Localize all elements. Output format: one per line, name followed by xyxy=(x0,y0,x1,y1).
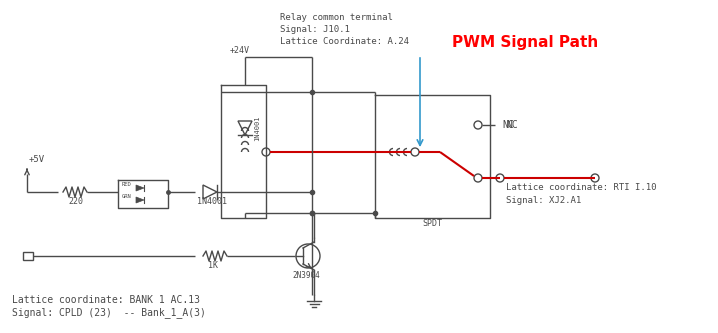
Text: Signal: CPLD (23)  -- Bank_1_A(3): Signal: CPLD (23) -- Bank_1_A(3) xyxy=(12,307,206,318)
Text: GRN: GRN xyxy=(122,194,131,199)
Bar xyxy=(23,252,33,260)
Text: NC: NC xyxy=(502,120,514,130)
Polygon shape xyxy=(136,197,144,203)
Text: +24V: +24V xyxy=(230,46,250,55)
Text: PWM Signal Path: PWM Signal Path xyxy=(452,36,598,51)
Text: Signal: XJ2.A1: Signal: XJ2.A1 xyxy=(506,196,582,205)
Text: Lattice Coordinate: A.24: Lattice Coordinate: A.24 xyxy=(280,37,409,46)
Text: Relay common terminal: Relay common terminal xyxy=(280,13,393,22)
Text: 1K: 1K xyxy=(208,261,218,270)
Text: Lattice coordinate: RTI I.10: Lattice coordinate: RTI I.10 xyxy=(506,183,656,192)
Text: 2N3904: 2N3904 xyxy=(292,271,320,280)
Text: NC: NC xyxy=(506,120,518,130)
Text: Lattice coordinate: BANK 1 AC.13: Lattice coordinate: BANK 1 AC.13 xyxy=(12,295,200,305)
Text: RED: RED xyxy=(122,182,131,187)
Text: +5V: +5V xyxy=(29,155,45,164)
Text: 220: 220 xyxy=(68,197,83,206)
Text: 1N4001: 1N4001 xyxy=(197,197,227,206)
Polygon shape xyxy=(136,185,144,191)
Text: 1N4001: 1N4001 xyxy=(254,115,260,141)
Text: SPDT: SPDT xyxy=(422,219,442,228)
Text: Signal: J10.1: Signal: J10.1 xyxy=(280,25,350,34)
